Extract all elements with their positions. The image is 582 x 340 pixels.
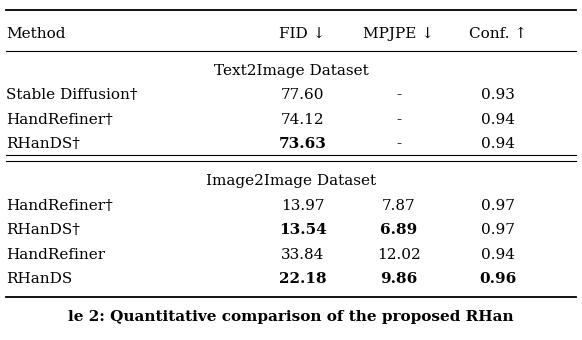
Text: Text2Image Dataset: Text2Image Dataset: [214, 64, 368, 78]
Text: MPJPE ↓: MPJPE ↓: [363, 27, 434, 41]
Text: 13.54: 13.54: [279, 223, 327, 237]
Text: HandRefiner: HandRefiner: [6, 248, 105, 262]
Text: RHanDS: RHanDS: [6, 272, 72, 286]
Text: 0.94: 0.94: [481, 137, 514, 151]
Text: 0.97: 0.97: [481, 199, 514, 212]
Text: RHanDS†: RHanDS†: [6, 223, 80, 237]
Text: 73.63: 73.63: [279, 137, 327, 151]
Text: FID ↓: FID ↓: [279, 27, 326, 41]
Text: 33.84: 33.84: [281, 248, 324, 262]
Text: Stable Diffusion†: Stable Diffusion†: [6, 88, 137, 102]
Text: HandRefiner†: HandRefiner†: [6, 199, 112, 212]
Text: 74.12: 74.12: [281, 113, 324, 127]
Text: le 2: Quantitative comparison of the proposed RHan: le 2: Quantitative comparison of the pro…: [68, 310, 514, 324]
Text: 0.97: 0.97: [481, 223, 514, 237]
Text: 7.87: 7.87: [382, 199, 416, 212]
Text: RHanDS†: RHanDS†: [6, 137, 80, 151]
Text: Conf. ↑: Conf. ↑: [469, 27, 527, 41]
Text: 13.97: 13.97: [281, 199, 324, 212]
Text: Method: Method: [6, 27, 65, 41]
Text: 12.02: 12.02: [377, 248, 421, 262]
Text: 0.94: 0.94: [481, 113, 514, 127]
Text: 0.93: 0.93: [481, 88, 514, 102]
Text: Image2Image Dataset: Image2Image Dataset: [206, 174, 376, 188]
Text: 0.94: 0.94: [481, 248, 514, 262]
Text: -: -: [396, 113, 401, 127]
Text: -: -: [396, 137, 401, 151]
Text: 0.96: 0.96: [479, 272, 516, 286]
Text: -: -: [396, 88, 401, 102]
Text: 9.86: 9.86: [380, 272, 417, 286]
Text: 6.89: 6.89: [380, 223, 417, 237]
Text: 22.18: 22.18: [279, 272, 327, 286]
Text: 77.60: 77.60: [281, 88, 324, 102]
Text: HandRefiner†: HandRefiner†: [6, 113, 112, 127]
